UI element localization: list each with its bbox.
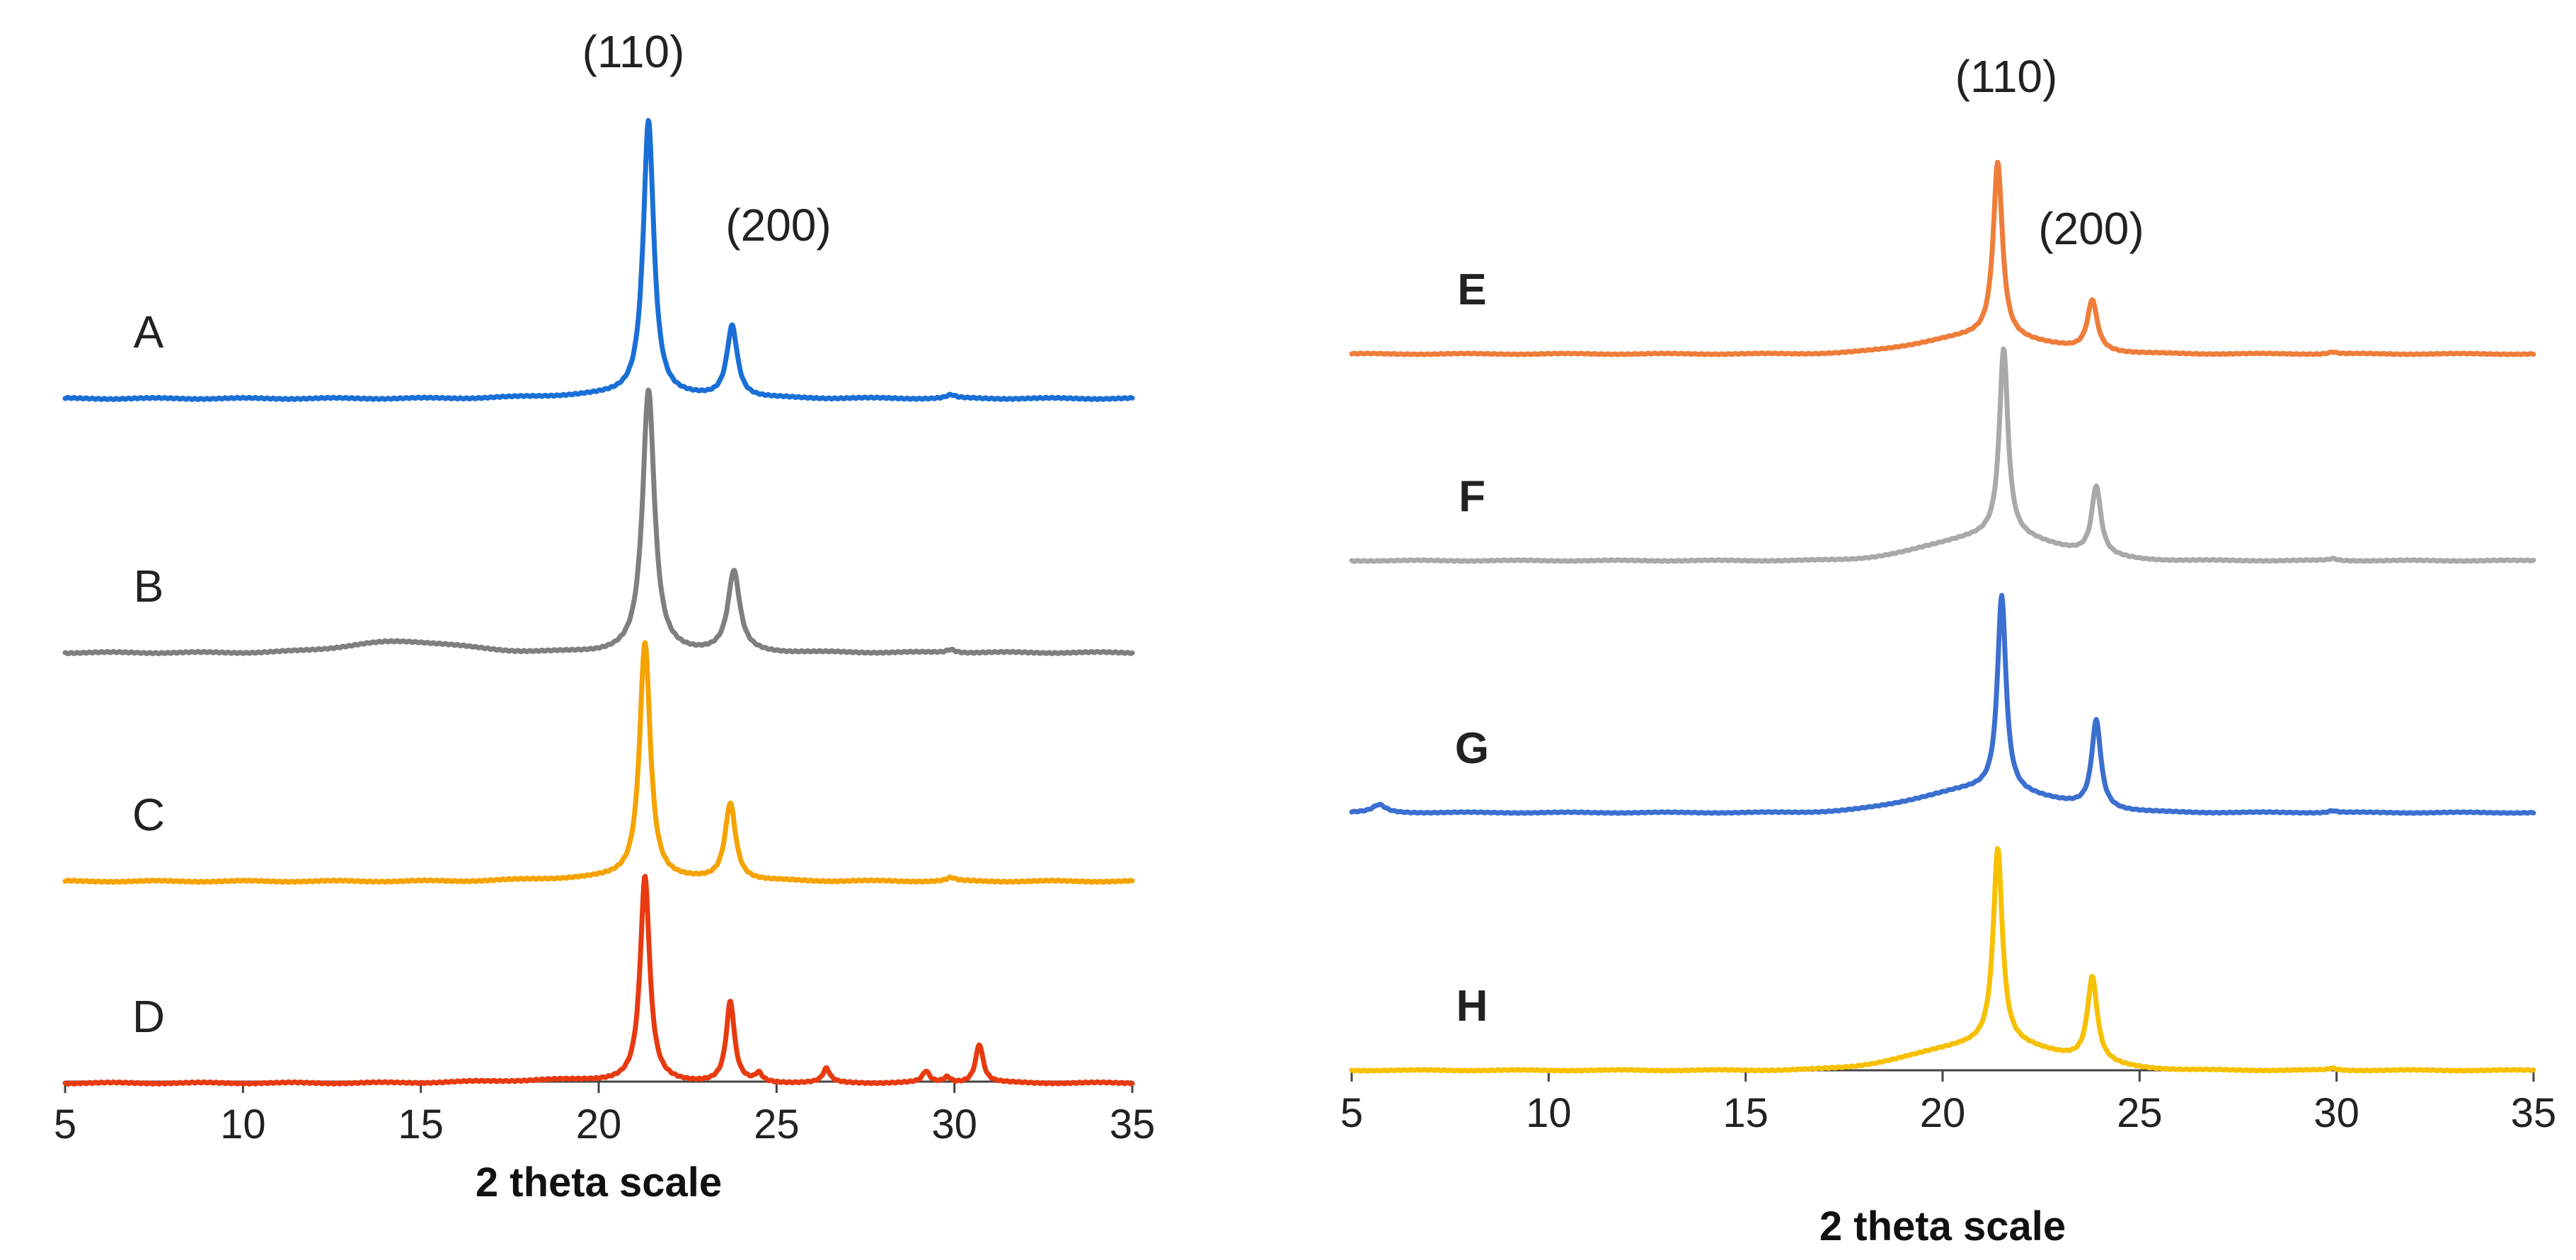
x-axis-title: 2 theta scale xyxy=(1819,1203,2066,1249)
chart-panel-left: 5 10 15 20 25 30 35 2 theta scale A B C D (110) (200) xyxy=(54,26,1155,1205)
x-tick-label: 10 xyxy=(1526,1090,1572,1136)
peak-annotation: (110) xyxy=(582,26,685,77)
series-line-D xyxy=(62,874,1135,1087)
series-line-G xyxy=(1349,592,2536,816)
x-tick-label: 25 xyxy=(754,1101,800,1147)
series-line-E xyxy=(1349,159,2536,357)
x-tick-label: 15 xyxy=(1723,1090,1769,1136)
series-label-E: E xyxy=(1457,265,1486,314)
chart-panel-right: 5 10 15 20 25 30 35 2 theta scale E F G H (110) (200) xyxy=(1340,51,2556,1249)
series-label-C: C xyxy=(132,789,165,840)
series-label-D: D xyxy=(132,991,165,1042)
x-tick-label: 10 xyxy=(220,1101,266,1147)
x-tick-label: 35 xyxy=(2511,1090,2557,1136)
series-line-F xyxy=(1349,346,2536,564)
peak-annotation: (200) xyxy=(2038,203,2144,254)
x-tick-label: 35 xyxy=(1110,1101,1156,1147)
series-label-B: B xyxy=(134,561,164,612)
x-tick-label: 25 xyxy=(2117,1090,2163,1136)
x-axis-title: 2 theta scale xyxy=(476,1159,722,1205)
series-label-G: G xyxy=(1455,724,1489,773)
x-tick-label: 20 xyxy=(1920,1090,1966,1136)
series-label-H: H xyxy=(1456,982,1488,1031)
series-line-B xyxy=(62,387,1135,656)
series-line-A xyxy=(62,118,1135,402)
peak-annotation: (110) xyxy=(1955,51,2058,102)
series-line-H xyxy=(1349,846,2536,1074)
x-tick-label: 5 xyxy=(1340,1090,1363,1136)
x-tick-label: 20 xyxy=(576,1101,622,1147)
peak-annotation: (200) xyxy=(725,200,831,251)
series-label-A: A xyxy=(134,307,164,357)
series-label-F: F xyxy=(1459,472,1485,521)
x-tick-label: 15 xyxy=(398,1101,444,1147)
x-tick-label: 30 xyxy=(931,1101,977,1147)
x-tick-label: 30 xyxy=(2313,1090,2359,1136)
series-line-C xyxy=(62,640,1135,885)
x-tick-label: 5 xyxy=(54,1101,76,1147)
